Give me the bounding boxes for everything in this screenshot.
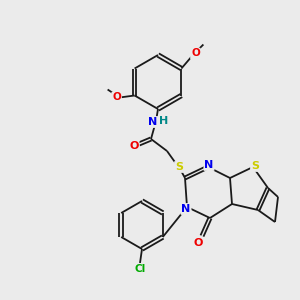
Text: H: H <box>159 116 169 126</box>
Text: N: N <box>204 160 214 170</box>
Text: O: O <box>193 238 203 248</box>
Text: N: N <box>148 117 158 127</box>
Text: S: S <box>251 161 259 171</box>
Text: O: O <box>129 141 139 151</box>
Text: S: S <box>175 162 183 172</box>
Text: Cl: Cl <box>134 264 146 274</box>
Text: N: N <box>182 204 190 214</box>
Text: O: O <box>191 49 200 58</box>
Text: O: O <box>112 92 121 103</box>
